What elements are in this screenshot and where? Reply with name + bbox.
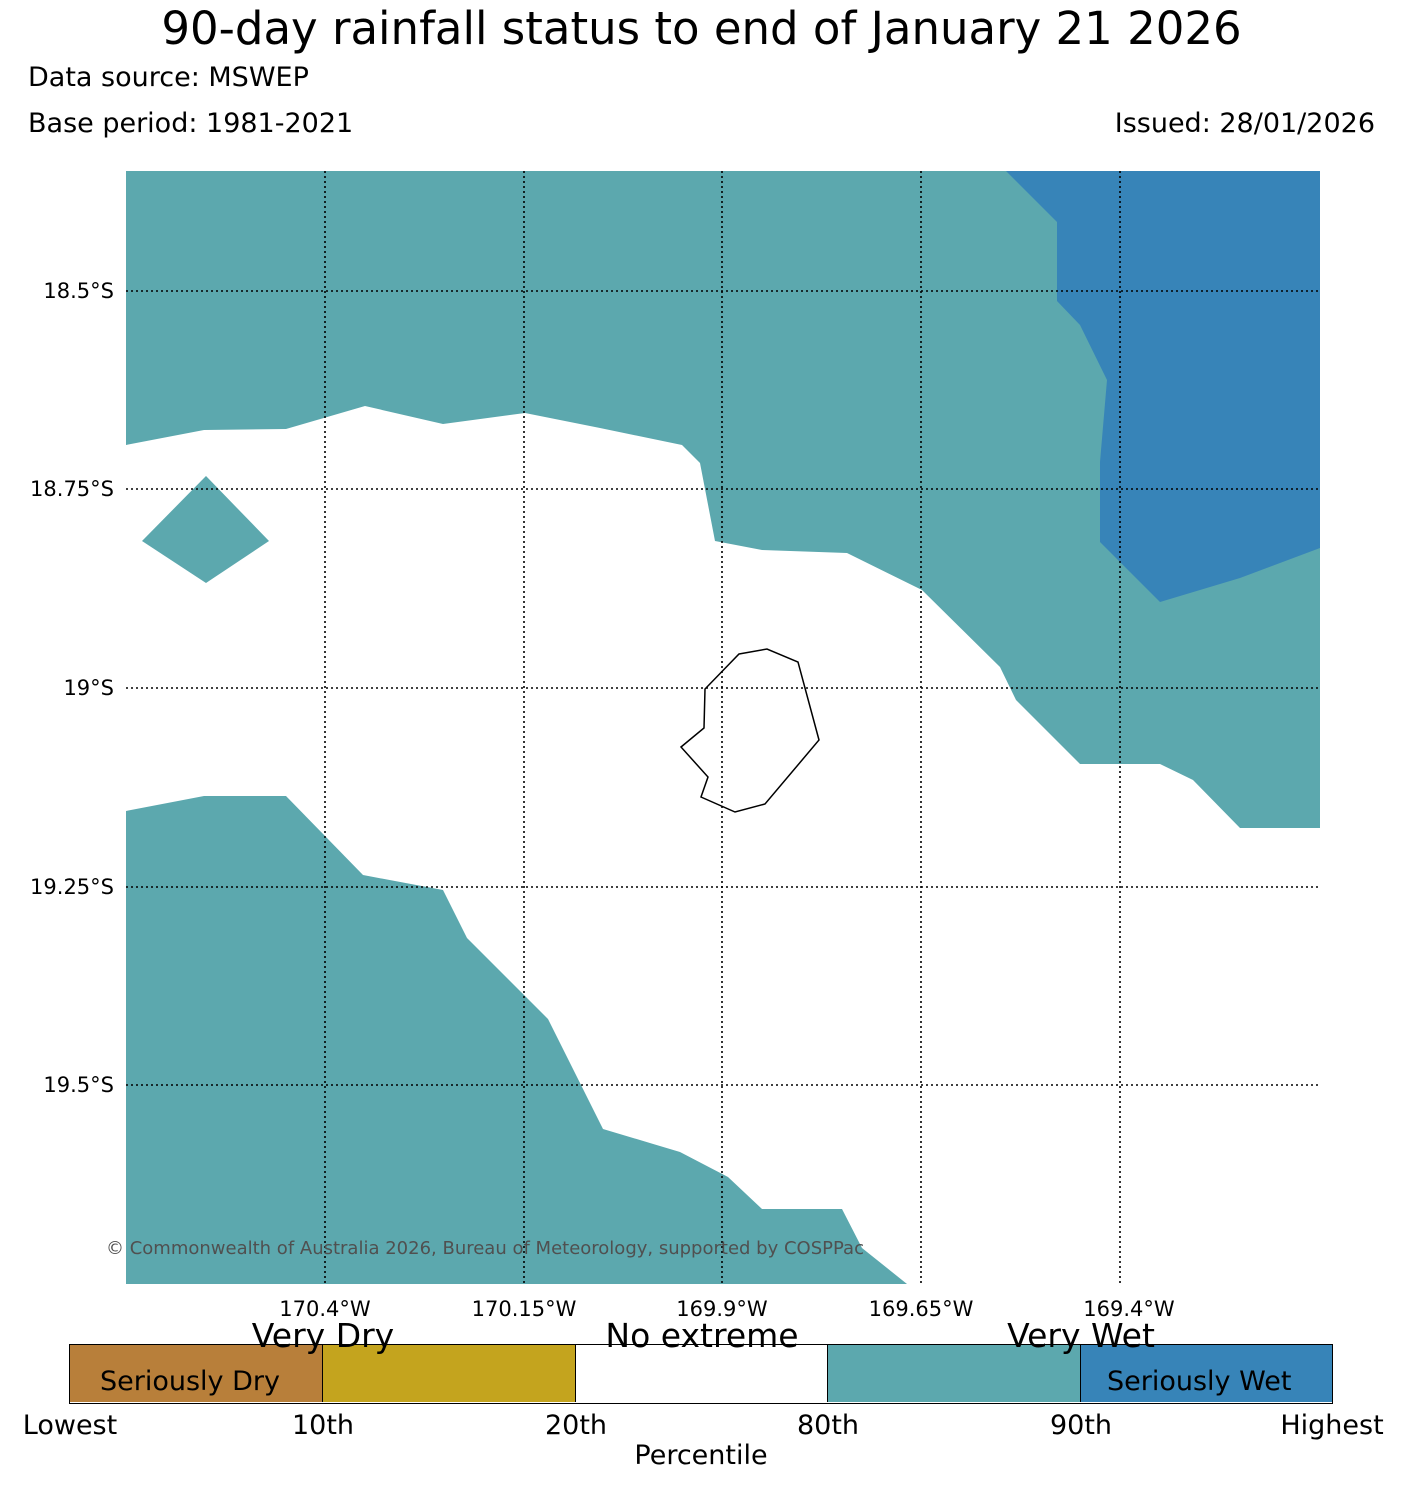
lat-gridlines: [126, 290, 1320, 1086]
legend-category-very-wet: Very Wet: [1007, 1316, 1155, 1355]
legend-tick-highest: Highest: [1280, 1410, 1384, 1441]
legend-axis-label: Percentile: [634, 1440, 768, 1471]
legend-swatch-no-extreme: [576, 1344, 828, 1402]
page-title: 90-day rainfall status to end of January…: [161, 2, 1242, 55]
lat-label: 19.5°S: [43, 1073, 114, 1097]
lon-label: 169.9°W: [676, 1297, 768, 1321]
lon-label: 169.4°W: [1083, 1297, 1175, 1321]
legend-tick-20th: 20th: [544, 1410, 608, 1441]
base-period-label: Base period: 1981-2021: [28, 108, 354, 139]
lat-label: 19.25°S: [30, 875, 114, 899]
niue-coastline: [679, 648, 820, 813]
legend-tick-lowest: Lowest: [22, 1410, 118, 1441]
legend-category-no-extreme: No extreme: [605, 1316, 799, 1355]
legend-colorbar: [69, 1344, 1333, 1404]
legend-tick-80th: 80th: [796, 1410, 860, 1441]
legend-swatch-very-dry: [323, 1344, 576, 1402]
issued-date-label: Issued: 28/01/2026: [1114, 108, 1375, 139]
very-wet-region-north: [126, 171, 1320, 828]
rainfall-map: 18.5°S 18.75°S 19°S 19.25°S 19.5°S 170.4…: [30, 171, 1320, 1321]
legend-category-seriously-dry: Seriously Dry: [100, 1366, 280, 1397]
data-source-label: Data source: MSWEP: [28, 62, 309, 93]
lat-label: 18.75°S: [30, 477, 114, 501]
legend-category-very-dry: Very Dry: [251, 1316, 395, 1355]
legend-swatch-seriously-dry: [69, 1344, 323, 1402]
legend-tick-90th: 90th: [1049, 1410, 1113, 1441]
lat-label: 18.5°S: [43, 279, 114, 303]
copyright-notice: © Commonwealth of Australia 2026, Bureau…: [106, 1238, 864, 1259]
seriously-wet-region: [1006, 171, 1320, 602]
lon-label: 170.15°W: [472, 1297, 577, 1321]
lat-label: 19°S: [63, 676, 114, 700]
lon-gridlines: [324, 171, 1121, 1284]
legend-swatch-seriously-wet: [1081, 1344, 1333, 1402]
legend-swatch-very-wet: [828, 1344, 1081, 1402]
lon-label: 169.65°W: [869, 1297, 974, 1321]
legend-tick-10th: 10th: [291, 1410, 355, 1441]
very-wet-region-south: [126, 796, 907, 1284]
very-wet-region-diamond: [142, 476, 269, 583]
legend-category-seriously-wet: Seriously Wet: [1107, 1366, 1292, 1397]
lon-label: 170.4°W: [279, 1297, 371, 1321]
